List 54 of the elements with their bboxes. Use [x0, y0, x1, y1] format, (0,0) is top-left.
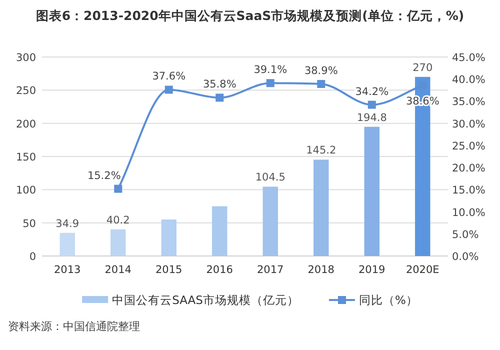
point [114, 184, 122, 193]
bar [212, 206, 228, 256]
y-tick-label: 150 [16, 152, 36, 164]
data-label: 15.2% [87, 170, 121, 182]
chart-title: 图表6：2013-2020年中国公有云SaaS市场规模及预测(单位：亿元，%) [36, 8, 464, 23]
y-tick-label: 200 [16, 118, 36, 130]
y2-tick-label: 25.0% [452, 140, 486, 152]
data-label: 39.1% [254, 64, 288, 76]
data-label: 40.2 [106, 214, 130, 226]
bar [314, 160, 329, 256]
y-tick-label: 250 [16, 85, 36, 98]
y2-tick-label: 40.0% [452, 74, 486, 86]
x-tick-label: 2014 [104, 264, 132, 276]
data-label: 35.8% [202, 78, 236, 91]
bar [262, 186, 278, 256]
bar [110, 229, 126, 256]
point [317, 80, 326, 88]
data-label: 194.8 [356, 112, 387, 124]
y2-tick-label: 15.0% [452, 184, 486, 197]
data-label: 104.5 [255, 172, 286, 184]
point [164, 86, 173, 94]
data-label: 34.2% [355, 86, 389, 98]
y2-tick-label: 45.0% [452, 52, 486, 64]
y-tick-label: 0 [29, 251, 36, 263]
y2-tick-label: 5.0% [452, 228, 479, 241]
y-tick-label: 300 [16, 52, 36, 64]
x-tick-label: 2016 [206, 264, 234, 276]
data-label: 270 [412, 62, 433, 74]
y2-tick-label: 20.0% [452, 162, 486, 175]
point [216, 94, 224, 102]
bar [364, 126, 380, 256]
y2-tick-label: 0.0% [452, 251, 479, 263]
point [368, 100, 376, 109]
y2-tick-label: 35.0% [452, 96, 486, 108]
data-label: 145.2 [306, 144, 336, 157]
bar [161, 220, 176, 256]
bar [60, 232, 75, 256]
legend-label: 中国公有云SAAS市场规模（亿元） [112, 293, 299, 307]
y2-tick-label: 30.0% [452, 118, 486, 130]
text: 资料来源：中国信通院整理 [8, 320, 140, 333]
x-tick-label: 2020E [406, 264, 440, 276]
point [266, 79, 274, 88]
y-tick-label: 100 [16, 184, 36, 197]
data-label: 38.9% [304, 64, 338, 77]
x-tick-label: 2017 [257, 264, 284, 276]
x-tick-label: 2013 [54, 264, 81, 276]
x-tick-label: 2015 [156, 264, 182, 276]
data-label: 34.9 [56, 218, 80, 230]
x-tick-label: 2019 [358, 264, 386, 276]
data-label: 37.6% [152, 70, 186, 83]
y2-tick-label: 10.0% [452, 206, 486, 219]
legend-label: 同比（%） [358, 293, 418, 307]
x-tick-label: 2018 [308, 264, 334, 276]
y-tick-label: 50 [22, 218, 36, 230]
